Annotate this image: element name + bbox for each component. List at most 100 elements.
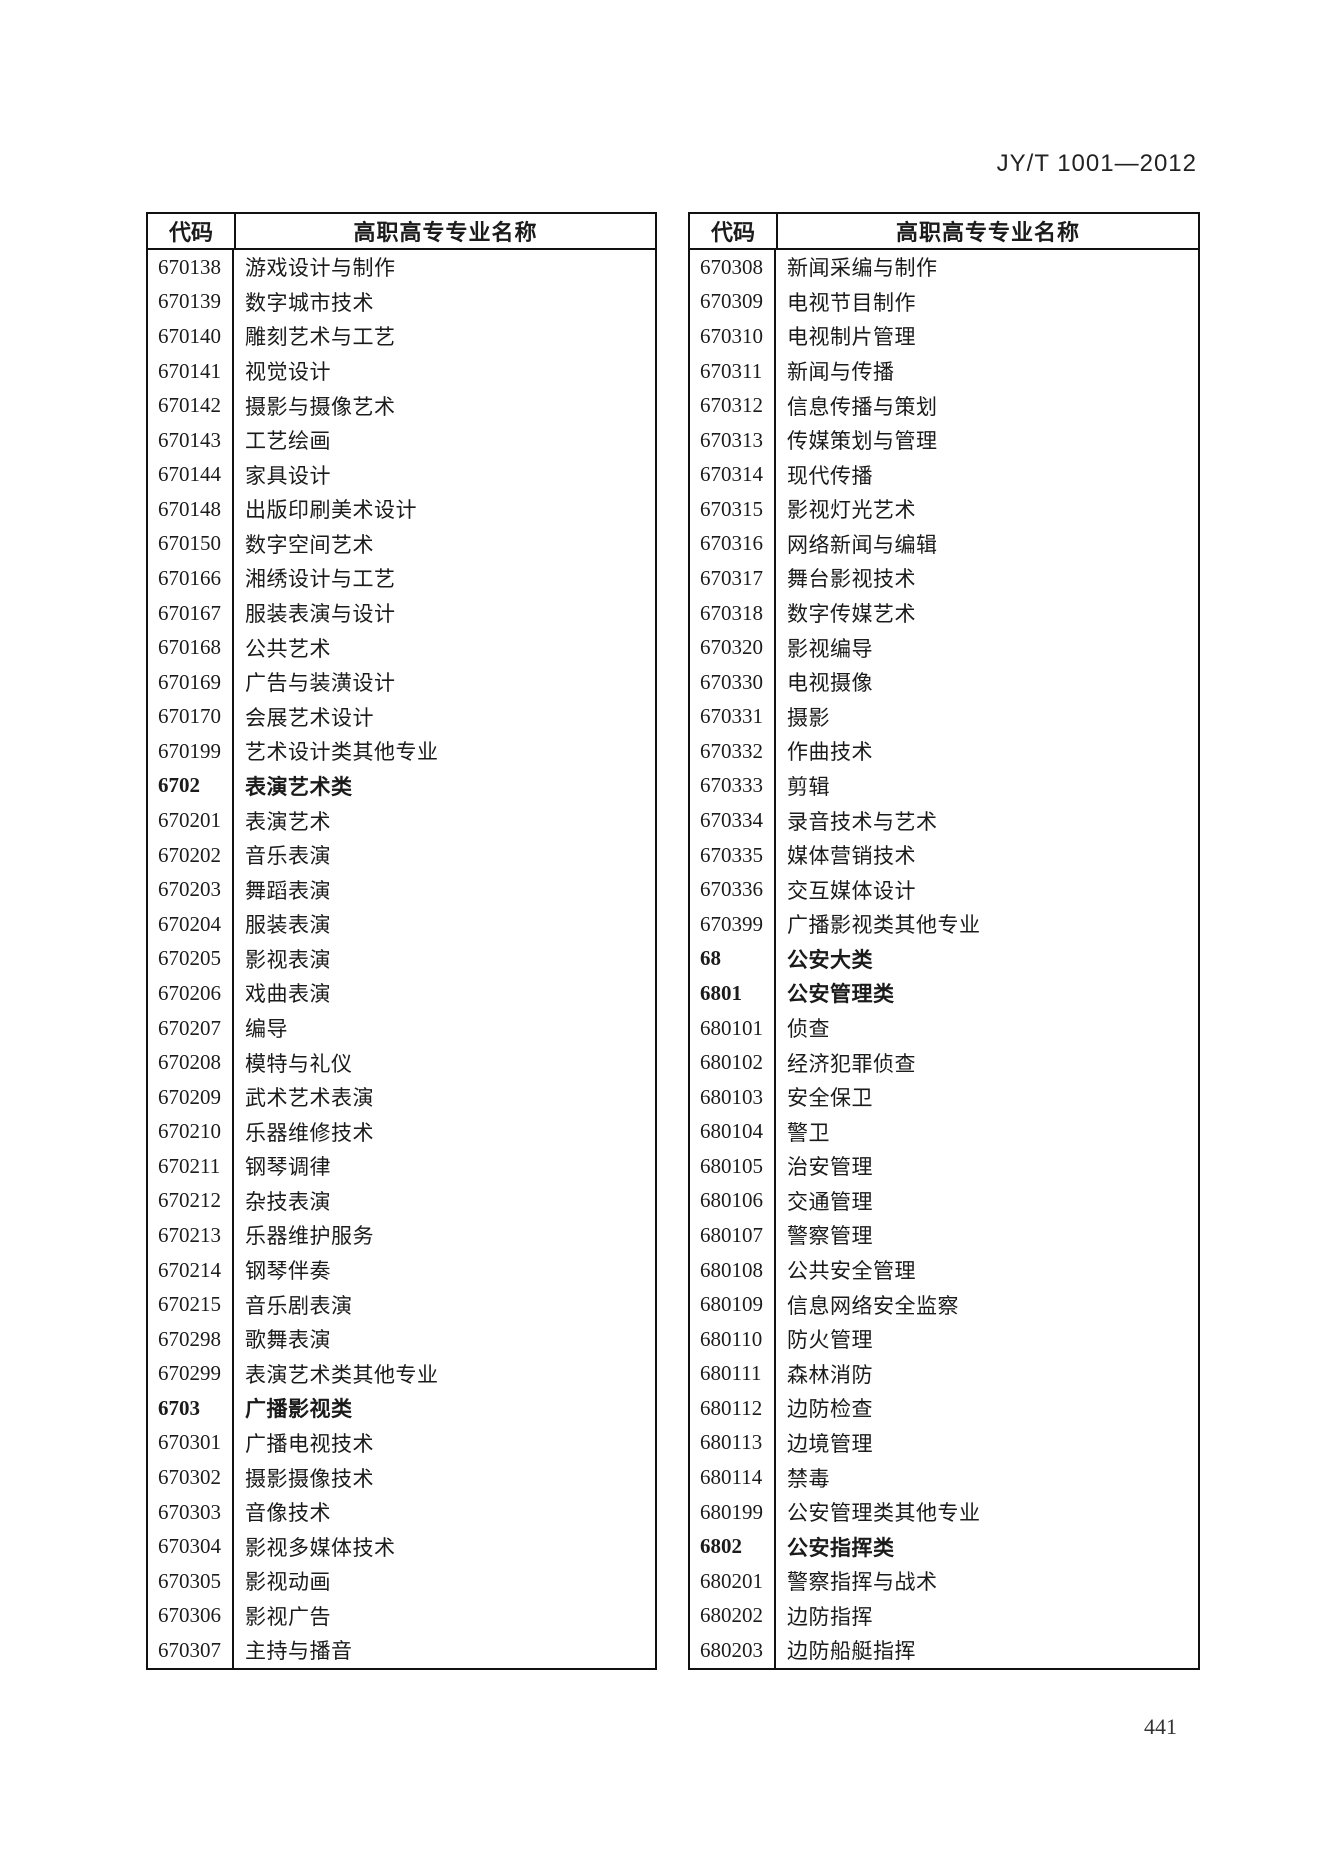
- major-name-cell: 信息传播与策划: [787, 394, 938, 419]
- table-row: 670302 摄影摄像技术: [148, 1460, 655, 1495]
- table-row: 670170 会展艺术设计: [148, 699, 655, 735]
- major-code-cell: 670206: [148, 976, 234, 1011]
- major-name-cell: 信息网络安全监察: [787, 1293, 959, 1318]
- major-code-cell: 680104: [690, 1114, 776, 1150]
- table-row: 670336 交互媒体设计: [690, 872, 1198, 907]
- table-row: 670301 广播电视技术: [148, 1425, 655, 1461]
- major-code-cell: 670208: [148, 1045, 234, 1080]
- major-code-cell: 680202: [690, 1598, 776, 1634]
- table-body: 670308 新闻采编与制作 670309 电视节目制作 670310 电视制片管理 670…: [690, 250, 1198, 1668]
- major-code-cell: 670212: [148, 1183, 234, 1219]
- major-code-cell: 670301: [148, 1425, 234, 1461]
- table-row: 670168 公共艺术: [148, 630, 655, 665]
- major-code-cell: 670199: [148, 734, 234, 769]
- major-code-cell: 670312: [690, 388, 776, 423]
- table-row: 670310 电视制片管理: [690, 319, 1198, 354]
- major-code-cell: 670305: [148, 1563, 234, 1599]
- major-name-cell: 警卫: [787, 1120, 830, 1145]
- major-code-cell: 670331: [690, 699, 776, 735]
- major-name-cell: 录音技术与艺术: [787, 809, 938, 834]
- table-row: 670166 湘绣设计与工艺: [148, 561, 655, 596]
- major-code-cell: 670166: [148, 561, 234, 596]
- major-name-cell: 表演艺术: [245, 809, 331, 834]
- table-row: 670305 影视动画: [148, 1563, 655, 1599]
- table-row: 670210 乐器维修技术: [148, 1114, 655, 1150]
- major-code-cell: 670318: [690, 595, 776, 631]
- table-row: 680111 森林消防: [690, 1356, 1198, 1392]
- major-code-cell: 670332: [690, 734, 776, 769]
- major-name-cell: 舞蹈表演: [245, 878, 331, 903]
- table-row: 670209 武术艺术表演: [148, 1079, 655, 1115]
- table-row: 670315 影视灯光艺术: [690, 492, 1198, 527]
- major-code-cell: 670141: [148, 353, 234, 389]
- major-code-cell: 680111: [690, 1356, 776, 1392]
- major-code-cell: 670138: [148, 250, 234, 285]
- major-code-cell: 680107: [690, 1218, 776, 1253]
- major-code-cell: 670311: [690, 353, 776, 389]
- major-name-cell: 摄影: [787, 705, 830, 730]
- major-name-cell: 边防检查: [787, 1397, 873, 1422]
- table-row: 670399 广播影视类其他专业: [690, 906, 1198, 942]
- table-row: 670203 舞蹈表演: [148, 872, 655, 907]
- major-name-cell: 新闻采编与制作: [787, 256, 938, 281]
- major-code-table-right: 代码 高职高专专业名称 670308 新闻采编与制作 670309 电视节目制作 670…: [688, 212, 1200, 1670]
- major-code-cell: 670142: [148, 388, 234, 423]
- table-row: 670212 杂技表演: [148, 1183, 655, 1219]
- table-row: 670150 数字空间艺术: [148, 526, 655, 562]
- table-row: 670143 工艺绘画: [148, 422, 655, 458]
- major-code-cell: 670201: [148, 803, 234, 838]
- table-row: 670306 影视广告: [148, 1598, 655, 1634]
- major-name-cell: 电视制片管理: [787, 325, 916, 350]
- major-name-cell: 公安管理类其他专业: [787, 1501, 981, 1526]
- major-code-cell: 670314: [690, 457, 776, 493]
- major-name-cell: 影视动画: [245, 1570, 331, 1595]
- table-row: 680203 边防船艇指挥: [690, 1633, 1198, 1668]
- major-name-cell: 音乐表演: [245, 844, 331, 869]
- table-row: 670139 数字城市技术: [148, 284, 655, 320]
- major-code-cell: 680102: [690, 1045, 776, 1080]
- major-code-cell: 680101: [690, 1010, 776, 1046]
- table-row: 670312 信息传播与策划: [690, 388, 1198, 423]
- table-row: 680112 边防检查: [690, 1391, 1198, 1426]
- major-code-cell: 670169: [148, 664, 234, 700]
- code-column-header: 代码: [690, 214, 778, 248]
- table-row: 670303 音像技术: [148, 1494, 655, 1530]
- major-code-cell: 680110: [690, 1321, 776, 1357]
- major-code-cell: 670170: [148, 699, 234, 735]
- table-row: 680103 安全保卫: [690, 1079, 1198, 1115]
- table-header-row: 代码 高职高专专业名称: [148, 214, 655, 250]
- table-row: 680202 边防指挥: [690, 1598, 1198, 1634]
- major-name-cell: 数字传媒艺术: [787, 602, 916, 627]
- table-row: 6801 公安管理类: [690, 976, 1198, 1011]
- major-code-cell: 670140: [148, 319, 234, 354]
- major-name-cell: 服装表演与设计: [245, 602, 396, 627]
- major-code-cell: 670148: [148, 492, 234, 527]
- table-row: 670142 摄影与摄像艺术: [148, 388, 655, 423]
- major-name-cell: 交互媒体设计: [787, 878, 916, 903]
- major-name-cell: 雕刻艺术与工艺: [245, 325, 396, 350]
- major-name-cell: 公安指挥类: [787, 1535, 895, 1560]
- table-row: 670211 钢琴调律: [148, 1149, 655, 1184]
- major-code-cell: 670167: [148, 595, 234, 631]
- major-name-cell: 传媒策划与管理: [787, 429, 938, 454]
- major-name-cell: 会展艺术设计: [245, 705, 374, 730]
- major-name-cell: 游戏设计与制作: [245, 256, 396, 281]
- table-row: 670215 音乐剧表演: [148, 1287, 655, 1322]
- major-code-cell: 670333: [690, 768, 776, 804]
- major-name-cell: 边防指挥: [787, 1604, 873, 1629]
- major-code-cell: 670299: [148, 1356, 234, 1392]
- major-name-cell: 治安管理: [787, 1155, 873, 1180]
- major-code-cell: 670215: [148, 1287, 234, 1322]
- major-name-cell: 影视灯光艺术: [787, 498, 916, 523]
- major-name-cell: 禁毒: [787, 1466, 830, 1491]
- table-row: 670205 影视表演: [148, 941, 655, 977]
- table-row: 670313 传媒策划与管理: [690, 422, 1198, 458]
- major-name-cell: 钢琴伴奏: [245, 1259, 331, 1284]
- major-name-cell: 广播影视类其他专业: [787, 913, 981, 938]
- major-name-cell: 边境管理: [787, 1431, 873, 1456]
- table-row: 670169 广告与装潢设计: [148, 664, 655, 700]
- major-code-cell: 670202: [148, 837, 234, 873]
- table-row: 670307 主持与播音: [148, 1633, 655, 1668]
- major-code-cell: 670313: [690, 422, 776, 458]
- major-name-cell: 模特与礼仪: [245, 1051, 353, 1076]
